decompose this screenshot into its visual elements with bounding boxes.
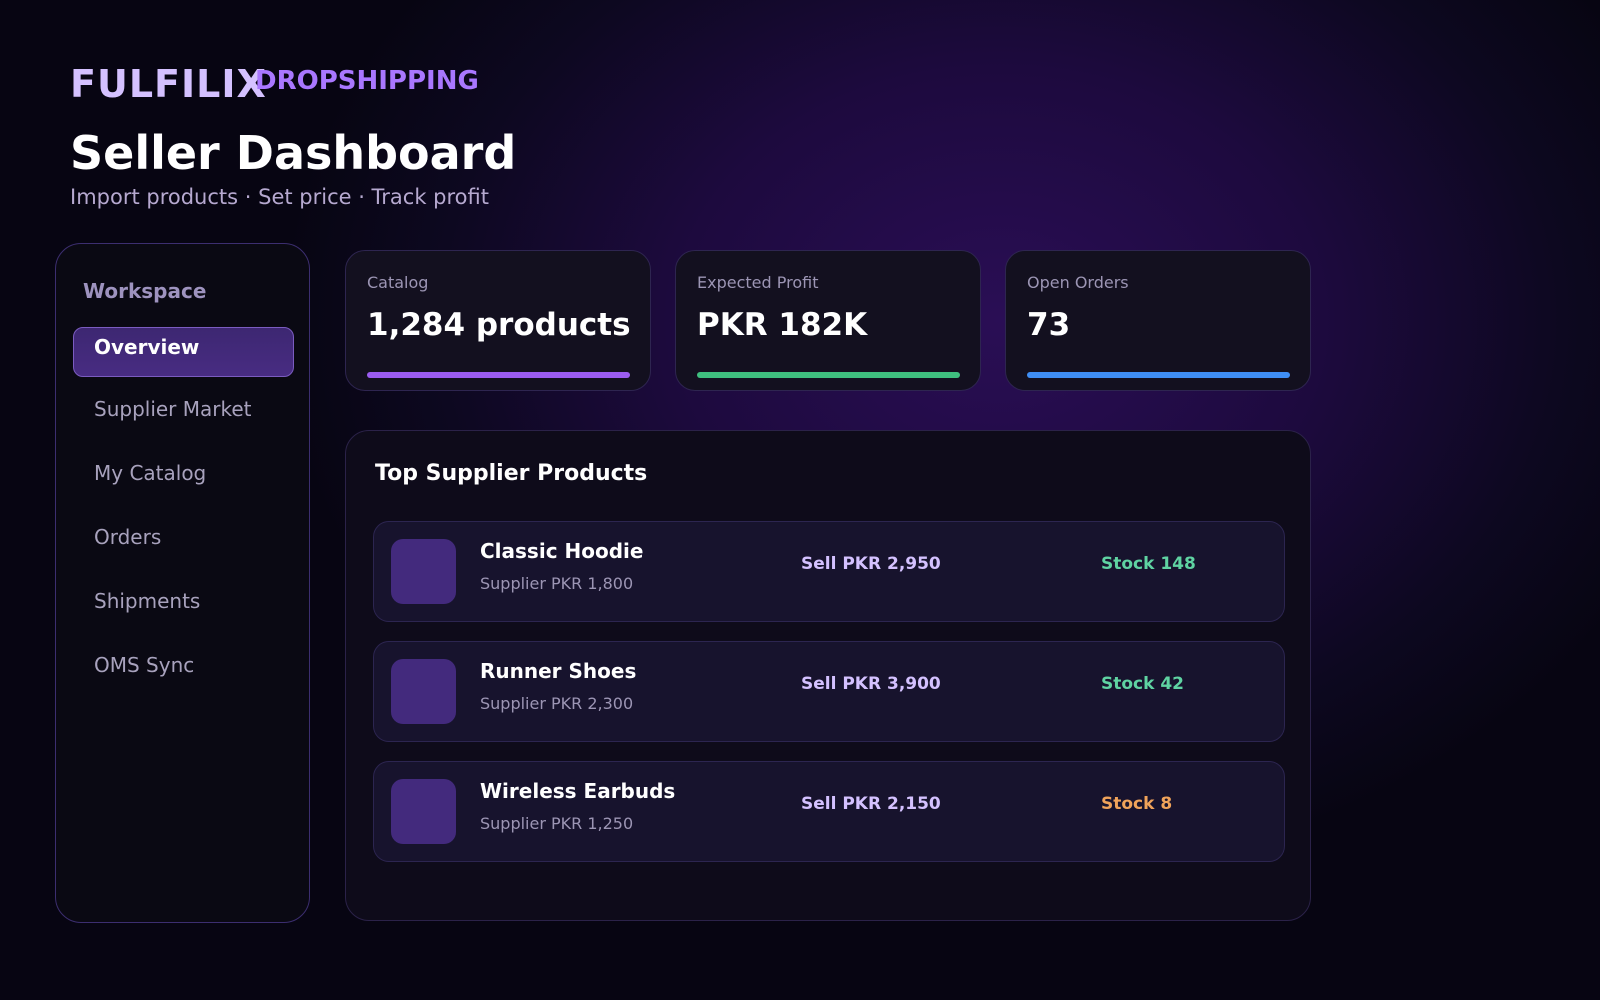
page-subtitle: Import products · Set price · Track prof… xyxy=(70,185,489,209)
stat-progress-fill xyxy=(1027,372,1290,378)
sidebar-item-oms-sync[interactable]: OMS Sync xyxy=(94,653,195,677)
brand-name: FULFILIX xyxy=(70,62,267,106)
stat-progress-bar xyxy=(1027,372,1290,378)
stat-label: Catalog xyxy=(367,273,429,292)
sidebar-item-overview[interactable]: Overview xyxy=(73,327,294,377)
stat-card-catalog: Catalog 1,284 products xyxy=(345,250,651,391)
product-name: Wireless Earbuds xyxy=(480,779,676,803)
stat-label: Open Orders xyxy=(1027,273,1129,292)
sidebar-item-my-catalog[interactable]: My Catalog xyxy=(94,461,207,485)
sidebar: Workspace Overview Supplier Market My Ca… xyxy=(55,243,310,923)
product-name: Classic Hoodie xyxy=(480,539,644,563)
product-name: Runner Shoes xyxy=(480,659,637,683)
stat-card-open-orders: Open Orders 73 xyxy=(1005,250,1311,391)
product-sell-price: Sell PKR 2,150 xyxy=(801,794,941,814)
product-thumbnail xyxy=(391,659,456,724)
product-stock: Stock 42 xyxy=(1101,674,1185,694)
stat-value: PKR 182K xyxy=(697,307,868,343)
sidebar-heading: Workspace xyxy=(83,279,207,303)
product-sell-price: Sell PKR 2,950 xyxy=(801,554,941,574)
product-row[interactable]: Runner Shoes Supplier PKR 2,300 Sell PKR… xyxy=(373,641,1285,742)
product-row[interactable]: Classic Hoodie Supplier PKR 1,800 Sell P… xyxy=(373,521,1285,622)
stat-label: Expected Profit xyxy=(697,273,819,292)
product-supplier-price: Supplier PKR 1,800 xyxy=(480,574,634,593)
stat-progress-bar xyxy=(367,372,630,378)
page-title: Seller Dashboard xyxy=(70,126,517,180)
sidebar-item-supplier-market[interactable]: Supplier Market xyxy=(94,397,252,421)
stat-value: 73 xyxy=(1027,307,1071,343)
product-supplier-price: Supplier PKR 1,250 xyxy=(480,814,634,833)
stat-card-expected-profit: Expected Profit PKR 182K xyxy=(675,250,981,391)
brand-tagline: DROPSHIPPING xyxy=(255,66,479,96)
stat-progress-fill xyxy=(697,372,960,378)
product-sell-price: Sell PKR 3,900 xyxy=(801,674,941,694)
product-stock: Stock 148 xyxy=(1101,554,1196,574)
panel-title: Top Supplier Products xyxy=(375,461,648,486)
product-thumbnail xyxy=(391,539,456,604)
stat-value: 1,284 products xyxy=(367,307,631,343)
product-thumbnail xyxy=(391,779,456,844)
sidebar-item-orders[interactable]: Orders xyxy=(94,525,162,549)
product-stock: Stock 8 xyxy=(1101,794,1173,814)
sidebar-item-shipments[interactable]: Shipments xyxy=(94,589,201,613)
stat-progress-fill xyxy=(367,372,630,378)
stat-progress-bar xyxy=(697,372,960,378)
product-row[interactable]: Wireless Earbuds Supplier PKR 1,250 Sell… xyxy=(373,761,1285,862)
product-supplier-price: Supplier PKR 2,300 xyxy=(480,694,634,713)
top-supplier-products-panel: Top Supplier Products Classic Hoodie Sup… xyxy=(345,430,1311,921)
